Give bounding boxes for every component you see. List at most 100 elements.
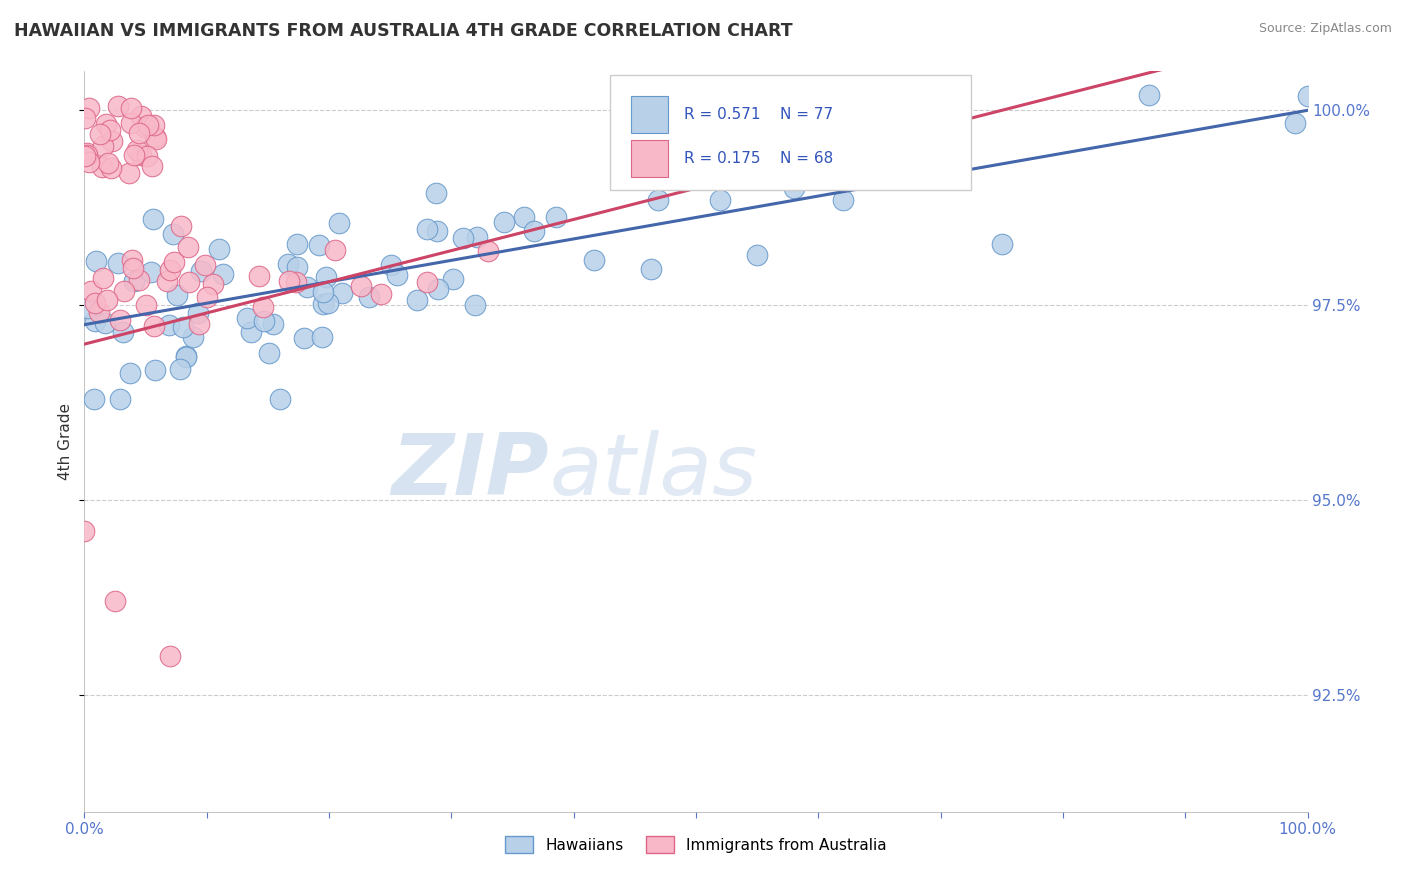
Point (308, 238, 330, 252)
Point (83, 392, 105, 406)
Point (111, 325, 134, 339)
Text: ZIP: ZIP (391, 430, 550, 513)
Point (89, 127, 111, 141)
Point (295, 280, 318, 294)
Text: Source: ZipAtlas.com: Source: ZipAtlas.com (1258, 22, 1392, 36)
Point (122, 148, 145, 162)
Point (905, 128, 928, 142)
Point (416, 222, 439, 236)
Point (170, 219, 193, 233)
Point (292, 331, 315, 345)
Point (465, 229, 488, 244)
Point (141, 265, 163, 279)
Point (172, 320, 194, 334)
Point (77, 101, 100, 115)
Point (100, 161, 122, 175)
Y-axis label: 4th Grade: 4th Grade (58, 403, 73, 480)
Point (208, 242, 231, 256)
Text: atlas: atlas (550, 430, 758, 513)
Point (425, 186, 447, 200)
Point (112, 284, 135, 298)
Point (121, 253, 143, 268)
Point (262, 317, 284, 331)
Point (426, 224, 449, 238)
Point (1296, 89, 1319, 103)
Point (159, 648, 181, 663)
Point (523, 223, 546, 237)
Legend: Hawaiians, Immigrants from Australia: Hawaiians, Immigrants from Australia (499, 830, 893, 860)
Point (387, 268, 409, 283)
Point (253, 314, 276, 328)
Point (108, 313, 131, 327)
Point (122, 274, 145, 288)
Point (247, 268, 270, 283)
Point (174, 351, 197, 365)
Point (129, 148, 152, 162)
Point (380, 258, 402, 272)
Point (991, 236, 1014, 251)
Point (143, 118, 166, 132)
Point (143, 318, 166, 333)
Point (285, 260, 308, 274)
Point (633, 154, 655, 169)
Point (76, 148, 98, 162)
Point (73, 524, 96, 538)
Point (141, 159, 163, 173)
Point (127, 143, 149, 157)
Point (257, 346, 280, 360)
Point (96, 117, 118, 131)
Point (157, 318, 180, 332)
Point (640, 262, 662, 277)
Point (90, 161, 112, 175)
Point (285, 275, 308, 289)
Point (783, 181, 806, 195)
Point (195, 290, 218, 304)
Point (426, 282, 449, 296)
Point (1284, 116, 1306, 130)
Point (136, 148, 159, 162)
Point (84, 314, 107, 328)
Point (211, 268, 233, 282)
Point (406, 293, 429, 307)
Point (98, 123, 121, 137)
Point (97, 156, 120, 170)
Point (142, 212, 165, 227)
Point (77, 301, 100, 316)
Point (315, 270, 337, 285)
Point (91, 271, 114, 285)
Point (107, 256, 129, 270)
Point (583, 252, 606, 267)
Bar (631, 140, 668, 178)
Point (177, 240, 200, 254)
Point (311, 329, 333, 343)
Point (120, 367, 142, 381)
Point (312, 285, 335, 299)
Point (83, 296, 105, 310)
Point (709, 193, 731, 207)
Point (108, 392, 131, 406)
Point (143, 130, 166, 145)
Point (134, 120, 156, 134)
Point (94, 316, 117, 330)
Point (187, 317, 209, 331)
Point (181, 329, 204, 343)
Point (647, 193, 669, 207)
Point (104, 594, 127, 608)
Point (120, 116, 142, 130)
Point (163, 254, 186, 268)
Point (91, 139, 114, 153)
Point (179, 275, 201, 289)
Point (155, 273, 177, 287)
Point (128, 126, 150, 140)
Point (107, 98, 129, 112)
Point (451, 231, 474, 245)
Point (277, 274, 299, 288)
Text: R = 0.175    N = 68: R = 0.175 N = 68 (683, 152, 832, 166)
Point (252, 300, 274, 314)
Point (77, 155, 100, 169)
Point (330, 285, 353, 300)
Point (87, 304, 110, 318)
Point (118, 166, 141, 180)
Text: HAWAIIAN VS IMMIGRANTS FROM AUSTRALIA 4TH GRADE CORRELATION CHART: HAWAIIAN VS IMMIGRANTS FROM AUSTRALIA 4T… (14, 22, 793, 40)
Point (312, 296, 335, 310)
